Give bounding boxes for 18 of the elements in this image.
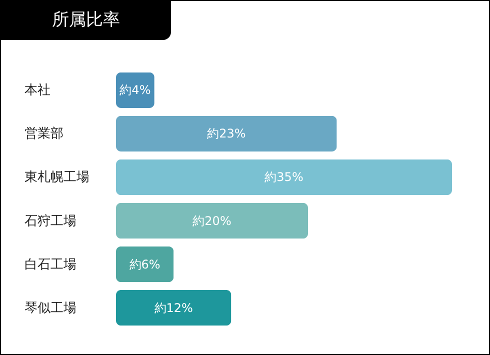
y-tick-label: 営業部 xyxy=(24,126,64,142)
y-tick-label: 白石工場 xyxy=(24,257,76,272)
data-label: 約23% xyxy=(207,126,246,141)
chart-title: 所属比率 xyxy=(1,1,171,40)
y-tick-label: 東札幌工場 xyxy=(24,170,90,186)
data-label: 約6% xyxy=(129,257,160,272)
bar xyxy=(116,202,308,239)
bar xyxy=(116,159,452,196)
bar xyxy=(116,116,337,152)
data-label: 約4% xyxy=(120,83,151,98)
bar xyxy=(116,290,232,326)
data-label: 約35% xyxy=(264,170,304,184)
data-label: 約12% xyxy=(154,300,193,315)
bar xyxy=(116,246,174,282)
y-tick-label: 琴似工場 xyxy=(24,300,76,316)
y-tick-label: 本社 xyxy=(24,83,50,98)
y-tick-label: 石狩工場 xyxy=(24,214,76,229)
data-label: 約20% xyxy=(192,214,232,228)
